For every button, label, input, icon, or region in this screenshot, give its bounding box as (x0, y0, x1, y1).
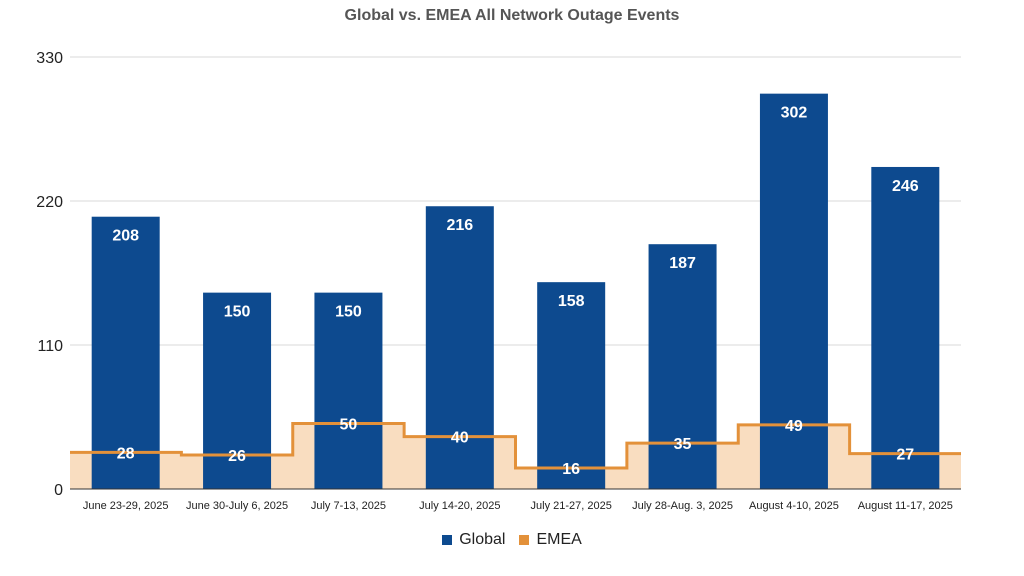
emea-line (70, 422, 961, 470)
x-tick-label-5: July 28-Aug. 3, 2025 (632, 500, 733, 512)
x-tick-label-3: July 14-20, 2025 (419, 500, 500, 512)
global-value-label-7: 246 (892, 178, 919, 195)
emea-value-label-0: 28 (117, 445, 135, 462)
legend-item-emea: EMEA (519, 531, 582, 549)
global-value-label-1: 150 (224, 304, 251, 321)
global-bar-0 (91, 216, 160, 489)
emea-value-label-2: 50 (340, 417, 358, 434)
global-bar-7 (871, 166, 940, 490)
x-tick-label-1: June 30-July 6, 2025 (186, 500, 288, 512)
global-bar-4 (537, 282, 606, 489)
global-value-label-4: 158 (558, 293, 585, 310)
global-bar-2 (314, 292, 383, 489)
chart-title: Global vs. EMEA All Network Outage Event… (344, 7, 680, 24)
legend-label-global: Global (459, 531, 506, 548)
y-tick-label-2: 220 (36, 194, 63, 211)
emea-value-label-1: 26 (228, 448, 246, 465)
global-value-label-3: 216 (446, 217, 473, 234)
x-tick-label-0: June 23-29, 2025 (83, 500, 169, 512)
global-value-label-0: 208 (112, 228, 139, 245)
legend: Global EMEA (0, 531, 1024, 549)
emea-value-label-5: 35 (674, 436, 692, 453)
x-tick-label-4: July 21-27, 2025 (531, 500, 612, 512)
global-bar-5 (648, 244, 717, 489)
emea-value-label-6: 49 (785, 418, 803, 435)
global-value-label-2: 150 (335, 304, 362, 321)
y-tick-label-0: 0 (54, 482, 63, 499)
global-value-label-6: 302 (781, 105, 808, 122)
x-tick-label-2: July 7-13, 2025 (311, 500, 386, 512)
legend-swatch-emea (519, 535, 530, 545)
emea-value-label-3: 40 (451, 430, 469, 447)
legend-item-global: Global (442, 531, 505, 549)
y-tick-label-1: 110 (37, 338, 63, 355)
emea-value-label-4: 16 (562, 461, 580, 478)
x-tick-label-6: August 4-10, 2025 (749, 500, 839, 512)
global-bar-6 (759, 93, 828, 490)
y-tick-label-3: 330 (36, 50, 63, 67)
emea-value-label-7: 27 (896, 447, 914, 464)
global-bar-3 (425, 206, 494, 489)
x-tick-label-7: August 11-17, 2025 (858, 500, 953, 512)
legend-swatch-global (442, 535, 453, 545)
legend-label-emea: EMEA (536, 531, 582, 548)
global-value-label-5: 187 (669, 255, 696, 272)
